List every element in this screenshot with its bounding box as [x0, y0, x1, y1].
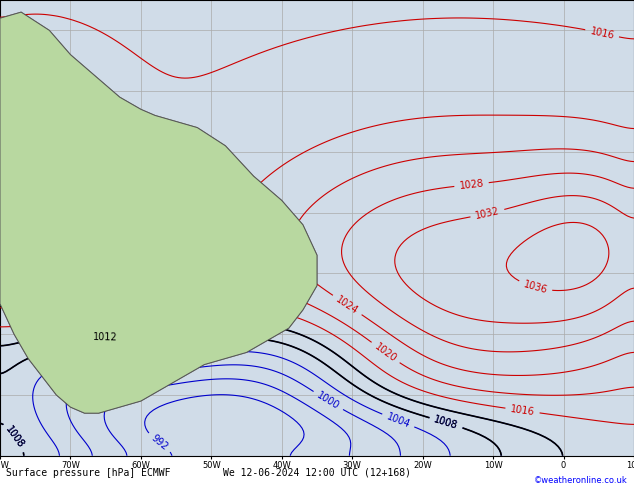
- Text: 1028: 1028: [10, 246, 37, 267]
- Text: 1008: 1008: [433, 415, 459, 431]
- Text: 1032: 1032: [474, 206, 501, 221]
- Text: 1008: 1008: [4, 424, 26, 450]
- Text: 1016: 1016: [589, 25, 615, 41]
- Text: We 12-06-2024 12:00 UTC (12+168): We 12-06-2024 12:00 UTC (12+168): [223, 468, 411, 478]
- Text: 1024: 1024: [334, 294, 360, 316]
- Text: 1036: 1036: [522, 279, 548, 295]
- Text: 1008: 1008: [4, 424, 26, 450]
- Text: Surface pressure [hPa] ECMWF: Surface pressure [hPa] ECMWF: [6, 468, 171, 478]
- Text: 996: 996: [143, 381, 163, 395]
- Text: 1012: 1012: [93, 332, 117, 342]
- Text: 1012: 1012: [93, 332, 117, 342]
- Text: 1020: 1020: [122, 176, 139, 203]
- Text: 1028: 1028: [459, 178, 484, 191]
- Text: 1004: 1004: [385, 412, 411, 430]
- Text: 1000: 1000: [315, 390, 341, 412]
- Text: 1016: 1016: [510, 404, 535, 417]
- Text: 1024: 1024: [95, 207, 108, 233]
- Polygon shape: [0, 12, 317, 413]
- Text: 1008: 1008: [433, 415, 459, 431]
- Text: 1020: 1020: [373, 342, 398, 364]
- Text: ©weatheronline.co.uk: ©weatheronline.co.uk: [534, 476, 628, 485]
- Text: 992: 992: [149, 433, 170, 452]
- Polygon shape: [0, 12, 317, 413]
